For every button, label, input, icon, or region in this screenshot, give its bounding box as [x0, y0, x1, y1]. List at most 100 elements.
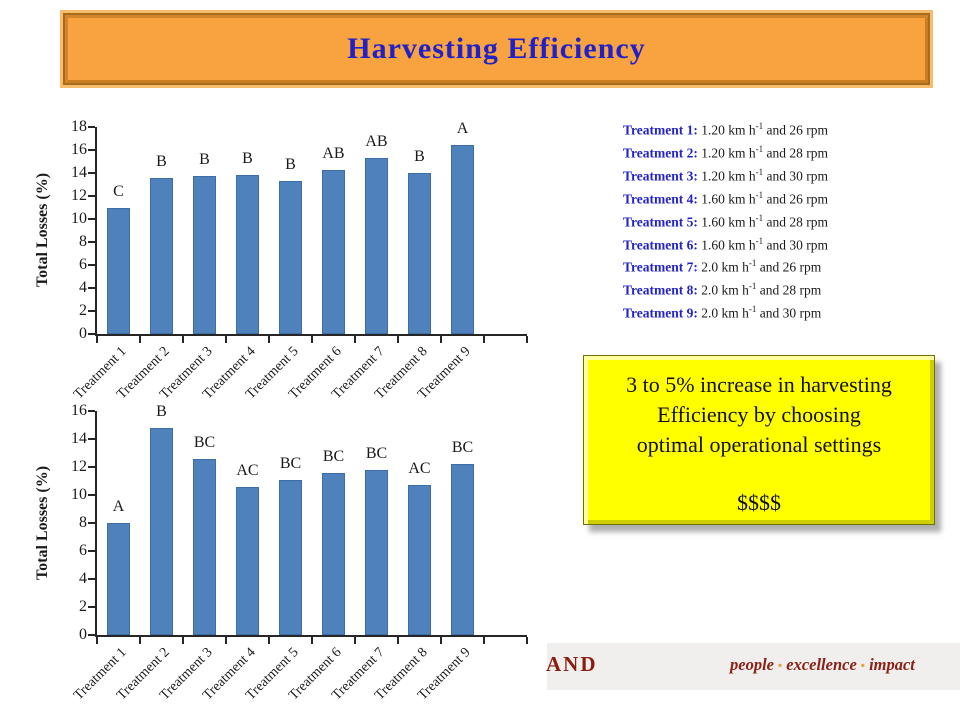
x-axis-tick: [483, 336, 485, 343]
y-axis-tick: [88, 195, 95, 197]
legend-item: Treatment 9: 2.0 km h-1 and 30 rpm: [623, 300, 933, 323]
treatment-label: Treatment 7:: [623, 259, 698, 275]
y-axis-tick: [88, 438, 95, 440]
y-axis-tick: [88, 241, 95, 243]
treatment-rest: and 26 rpm: [763, 191, 829, 207]
bar-treatment-7: [365, 158, 388, 334]
bar-treatment-5: [279, 181, 302, 334]
footer-brand-fragment: AND: [546, 652, 598, 676]
title-banner: Harvesting Efficiency: [63, 13, 930, 85]
y-tick-label: 0: [79, 325, 87, 342]
bar-treatment-8: [408, 173, 431, 334]
bar-treatment-7: [365, 469, 388, 635]
legend-item: Treatment 3: 1.20 km h-1 and 30 rpm: [623, 163, 933, 186]
treatment-rest: and 28 rpm: [763, 145, 829, 161]
total-losses-chart-2: 0 2 4 6 8 10 12 14 16 A Treatment 1 B Treatment 2 BC T…: [71, 402, 528, 703]
legend-item: Treatment 6: 1.60 km h-1 and 30 rpm: [623, 232, 933, 255]
footer-tagline: people ▪ excellence ▪ impact: [730, 655, 915, 675]
superscript: -1: [755, 143, 764, 154]
bar-treatment-9: [451, 145, 474, 334]
superscript: -1: [755, 121, 764, 131]
callout-text: optimal operational settings: [636, 432, 882, 457]
treatment-speed: 1.60 km h: [701, 191, 756, 207]
y-axis-tick: [88, 410, 95, 412]
y-tick-label: 14: [71, 164, 87, 181]
y-axis-tick: [88, 149, 95, 151]
x-axis-tick: [139, 336, 141, 343]
legend-item: Treatment 2: 1.20 km h-1 and 28 rpm: [623, 140, 933, 163]
significance-label: B: [199, 151, 210, 169]
y-tick-label: 14: [71, 430, 87, 447]
y-axis-tick: [88, 287, 95, 289]
x-axis-tick: [526, 637, 528, 644]
treatment-speed: 1.20 km h: [701, 122, 756, 138]
callout-text: 3 to 5% increase in harvesting: [626, 372, 892, 397]
significance-label: A: [112, 498, 125, 515]
bar-treatment-9: [451, 464, 474, 635]
superscript: -1: [755, 212, 764, 223]
significance-label: AB: [365, 133, 388, 151]
y-tick-label: 16: [71, 141, 87, 158]
significance-label: B: [242, 150, 253, 168]
treatment-speed: 1.60 km h: [701, 214, 756, 230]
y-tick-label: 16: [71, 402, 87, 419]
significance-label: B: [285, 156, 296, 174]
legend-item: Treatment 8: 2.0 km h-1 and 28 rpm: [623, 277, 933, 300]
treatment-rest: and 28 rpm: [763, 214, 829, 230]
dot-separator: ▪: [777, 658, 783, 672]
treatment-label: Treatment 1:: [623, 122, 698, 138]
x-axis-tick: [268, 336, 270, 343]
superscript: -1: [748, 304, 757, 315]
treatment-label: Treatment 4:: [623, 191, 698, 207]
x-axis-tick: [182, 336, 184, 343]
significance-label: AB: [322, 144, 345, 162]
legend-item: Treatment 1: 1.20 km h-1 and 26 rpm: [623, 117, 933, 140]
treatment-rest: and 30 rpm: [763, 168, 829, 184]
tagline-word: people: [730, 655, 774, 674]
x-axis-tick: [182, 637, 184, 644]
x-axis-tick: [440, 637, 442, 644]
y-tick-label: 8: [79, 514, 87, 531]
legend-item: Treatment 7: 2.0 km h-1 and 26 rpm: [623, 254, 933, 277]
bar-treatment-4: [236, 175, 259, 334]
y-tick-label: 18: [71, 118, 87, 135]
x-axis-tick: [397, 336, 399, 343]
y-tick-label: 8: [79, 233, 87, 250]
y-tick-label: 6: [79, 256, 87, 273]
significance-label: BC: [279, 454, 302, 472]
y-tick-label: 12: [71, 458, 87, 475]
y-axis-tick: [88, 466, 95, 468]
superscript: -1: [755, 235, 764, 246]
y-axis-tick: [88, 634, 95, 636]
x-axis-tick: [354, 336, 356, 343]
treatment-label: Treatment 2:: [623, 145, 698, 161]
y-axis-tick: [88, 578, 95, 580]
bar-treatment-4: [236, 486, 259, 635]
x-axis-tick: [268, 637, 270, 644]
x-axis-tick: [440, 336, 442, 343]
bar-treatment-5: [279, 479, 302, 635]
significance-label: BC: [322, 447, 345, 465]
y-tick-label: 2: [79, 302, 87, 319]
treatment-rest: and 26 rpm: [763, 122, 829, 138]
bar-treatment-1: [107, 207, 130, 334]
bar-treatment-8: [408, 485, 431, 635]
y-tick-label: 2: [79, 598, 87, 615]
y-axis-tick: [88, 522, 95, 524]
significance-label: BC: [365, 444, 388, 462]
significance-label: C: [113, 182, 124, 200]
treatment-speed: 1.60 km h: [701, 237, 756, 253]
treatment-label: Treatment 3:: [623, 168, 698, 184]
significance-label: BC: [451, 439, 474, 457]
y-axis-tick: [88, 264, 95, 266]
x-axis-tick: [225, 336, 227, 343]
treatment-speed: 2.0 km h: [701, 259, 749, 275]
x-axis-tick: [96, 637, 98, 644]
bar-treatment-6: [322, 472, 345, 635]
y-tick-label: 6: [79, 542, 87, 559]
treatment-label: Treatment 9:: [623, 305, 698, 321]
x-axis-tick: [311, 336, 313, 343]
x-axis-tick: [225, 637, 227, 644]
y-axis-tick: [88, 126, 95, 128]
